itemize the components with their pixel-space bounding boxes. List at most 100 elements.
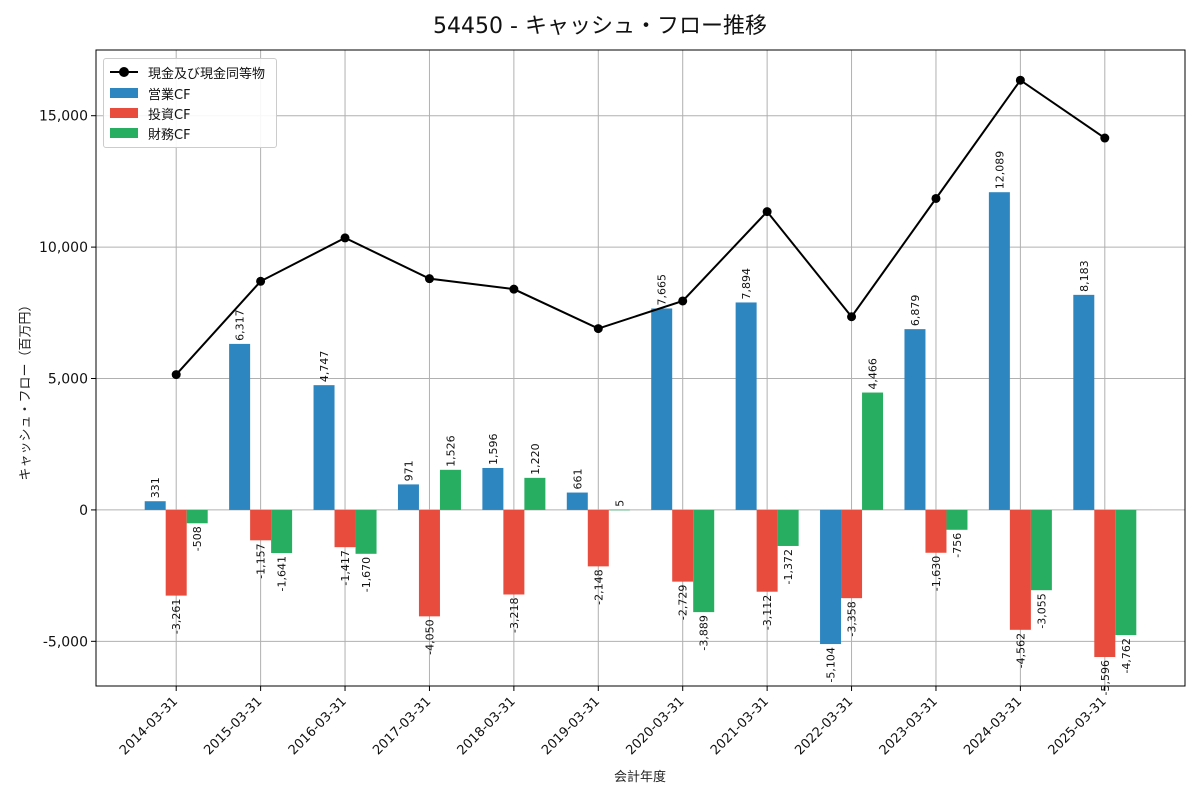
x-tick-label: 2025-03-31 (1046, 694, 1110, 758)
chart-title: 54450 - キャッシュ・フロー推移 (433, 14, 767, 39)
cash-line-path (175, 78, 1106, 376)
bar-value-label: 1,596 (487, 433, 500, 464)
bar-value-label: -1,641 (276, 556, 289, 591)
bar (144, 501, 166, 510)
bar-value-label: 7,665 (656, 274, 669, 306)
bar-value-label: 1,526 (444, 435, 457, 467)
bar (186, 509, 208, 524)
bar (482, 467, 504, 510)
y-tick-label: 0 (79, 503, 88, 519)
bar-value-label: -4,762 (1120, 638, 1133, 673)
bar (524, 477, 546, 510)
bar-value-label: -2,148 (592, 569, 605, 604)
bar (418, 509, 440, 617)
legend-item-cash: 現金及び現金同等物 (104, 62, 276, 82)
cash-point (847, 312, 857, 322)
cash-point (762, 207, 772, 217)
legend-label-operating: 営業CF (148, 88, 191, 103)
cash-point (340, 233, 350, 243)
x-tick-label: 2017-03-31 (370, 694, 434, 758)
bar (1030, 509, 1052, 591)
cash-line (171, 75, 1110, 380)
bar-value-label: -4,562 (1014, 633, 1027, 668)
bar-value-label: 661 (571, 469, 584, 490)
x-tick-label: 2019-03-31 (539, 694, 603, 758)
cash-point (509, 284, 519, 294)
legend-swatch-operating (110, 88, 138, 98)
plot-frame (95, 49, 1186, 687)
bar-value-label: -3,889 (698, 615, 711, 650)
y-tick-label: -5,000 (43, 634, 88, 650)
bar (397, 484, 419, 510)
bar-value-label: -1,372 (782, 549, 795, 584)
bar (904, 329, 926, 510)
x-tick-label: 2018-03-31 (455, 694, 519, 758)
bar (1009, 509, 1031, 630)
y-tick-label: 15,000 (39, 109, 88, 125)
legend-swatch-financing (110, 128, 138, 138)
bar-value-label: 7,894 (740, 268, 753, 300)
cash-point (1015, 75, 1025, 85)
bar-value-label: 6,879 (909, 295, 922, 327)
legend-item-investing: 投資CF (104, 103, 276, 123)
data-labels: 331 6,317 4,747 971 1,596 661 7,665 7,894 -5,104… (149, 151, 1133, 696)
bar-value-label: 6,317 (234, 309, 247, 341)
x-tick-label: 2021-03-31 (708, 694, 772, 758)
x-tick-label: 2016-03-31 (286, 694, 350, 758)
bar (355, 509, 377, 554)
bar (229, 343, 251, 510)
bar (841, 509, 863, 599)
bar (587, 509, 609, 567)
bar-value-label: -756 (951, 533, 964, 558)
bar (777, 509, 799, 546)
bar-value-label: 331 (149, 477, 162, 498)
bar-value-label: -3,055 (1035, 593, 1048, 628)
legend-label-investing: 投資CF (148, 108, 191, 123)
bar (988, 192, 1010, 510)
bar-value-label: -3,218 (508, 597, 521, 632)
bar-value-label: 4,466 (867, 358, 880, 390)
bar (651, 308, 673, 510)
bar (862, 392, 884, 510)
legend-label-financing: 財務CF (148, 128, 191, 143)
bar-value-label: -5,104 (825, 647, 838, 682)
cash-point (171, 370, 181, 380)
bar-value-label: 1,220 (529, 443, 542, 475)
bar (756, 509, 778, 592)
legend-swatch-investing (110, 108, 138, 118)
bar-value-label: -1,670 (360, 557, 373, 592)
bar (735, 302, 757, 510)
bar (820, 509, 842, 645)
bar (672, 509, 694, 582)
cash-point (424, 274, 434, 284)
bar-value-label: -2,729 (677, 585, 690, 620)
axes: -5,000 0 5,000 10,000 15,000 2014-03-31 2015-0… (39, 49, 1186, 758)
bar-value-label: -4,050 (423, 619, 436, 654)
bar-value-label: -1,417 (339, 550, 352, 585)
bar (1094, 509, 1116, 657)
bar-value-label: 12,089 (993, 151, 1006, 190)
bar-value-label: 4,747 (318, 351, 331, 383)
bar-value-label: -1,157 (255, 543, 268, 578)
bar (250, 509, 272, 541)
bar (439, 469, 461, 510)
cash-point (678, 296, 688, 306)
x-tick-label: 2022-03-31 (792, 694, 856, 758)
x-axis-label: 会計年度 (613, 770, 666, 785)
bar-value-label: 971 (402, 460, 415, 481)
bar-value-label: -3,358 (846, 601, 859, 636)
bar (925, 509, 947, 553)
x-tick-label: 2015-03-31 (201, 694, 265, 758)
bar (271, 509, 293, 554)
bar-value-label: 5 (613, 500, 626, 507)
cash-point (931, 193, 941, 203)
legend: 現金及び現金同等物 営業CF 投資CF 財務CF (103, 58, 277, 148)
cash-point (1100, 133, 1110, 143)
x-tick-label: 2024-03-31 (961, 694, 1025, 758)
y-tick-label: 10,000 (39, 240, 88, 256)
bar-value-label: -1,630 (930, 556, 943, 591)
cash-point (256, 276, 266, 286)
bar (503, 509, 525, 595)
